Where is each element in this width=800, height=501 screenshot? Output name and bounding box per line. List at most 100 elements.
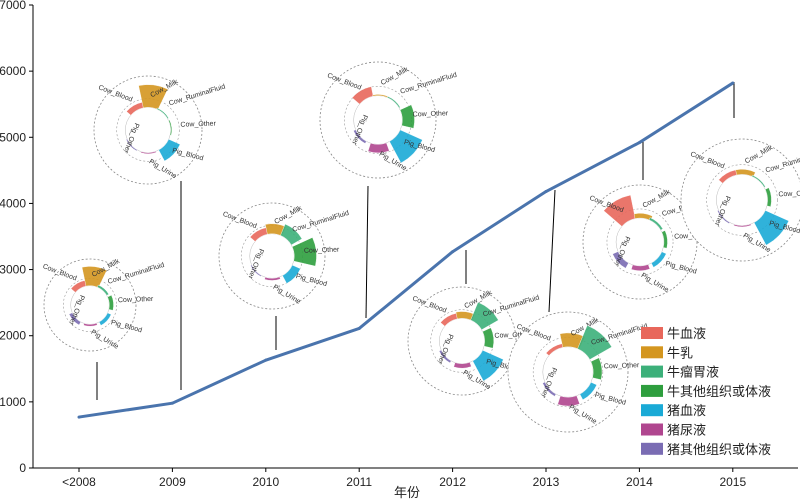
rose-sector <box>68 312 82 326</box>
rose-sector <box>765 187 772 207</box>
legend-swatch <box>641 423 663 436</box>
legend-label: 牛其他组织或体液 <box>667 385 771 400</box>
legend-label: 牛乳 <box>667 346 693 361</box>
y-tick-label: 6000 <box>0 64 26 78</box>
rose-sector <box>753 210 790 246</box>
rose-sector-label: Cow_Other <box>180 120 216 128</box>
rose-sector <box>264 276 281 281</box>
rose-sector-label: Cow_Other <box>413 110 449 118</box>
rose-sector <box>140 151 157 155</box>
rose-sector <box>250 264 262 277</box>
rose-sector <box>387 96 401 109</box>
rose-sector <box>472 349 504 382</box>
data-point <box>264 358 268 362</box>
legend-swatch <box>641 346 663 359</box>
rose-sector <box>98 312 112 326</box>
rose-sector <box>291 237 317 267</box>
rose-sector <box>353 129 367 144</box>
x-axis-ticks: <2008 2009 2010 2011 2012 2013 2014 2015 <box>62 468 746 489</box>
rose-sector <box>389 129 423 164</box>
rose-sector-label: Cow_Other <box>118 296 154 304</box>
y-tick-label: 5000 <box>0 130 26 144</box>
legend-swatch <box>641 404 663 417</box>
series-line <box>78 81 734 419</box>
x-tick-label: 2010 <box>252 475 279 489</box>
rose-sector <box>542 381 557 397</box>
leader-line <box>548 189 556 313</box>
inset-leader-lines <box>96 82 735 400</box>
rose-sector <box>631 264 651 271</box>
y-axis-ticks: 0 1000 2000 3000 4000 5000 6000 7000 <box>0 0 33 475</box>
legend-swatch <box>641 384 663 397</box>
y-tick-label: 1000 <box>0 395 26 409</box>
rose-sector-label: Cow_Other <box>674 232 710 240</box>
rose-sector <box>438 349 452 364</box>
rose-sector <box>168 119 172 136</box>
y-tick-label: 3000 <box>0 263 26 277</box>
rose-insets: Cow_Blood Cow_MilkCow_RuminalFluidCow_Oth… <box>42 61 800 433</box>
legend-label: 牛瘤胃液 <box>667 365 719 381</box>
legend-label: 猪血液 <box>667 404 706 419</box>
inset-mid-ring <box>606 208 674 276</box>
data-point <box>544 190 548 194</box>
rose-sector <box>351 86 374 105</box>
data-point <box>637 141 641 145</box>
rose-sector <box>81 266 108 288</box>
rose-sector <box>751 174 766 188</box>
rose-sector-label: Cow_Other <box>304 247 340 255</box>
rose-sector <box>590 357 603 380</box>
rose-sector <box>470 301 499 331</box>
legend-label: 猪其他组织或体液 <box>667 443 771 458</box>
y-tick-label: 7000 <box>0 0 26 12</box>
inset-outer-ring <box>93 75 203 185</box>
legend-swatch <box>641 327 663 339</box>
x-axis-title: 年份 <box>394 486 420 501</box>
inset-mid-ring <box>706 164 778 236</box>
rose-sector <box>557 395 580 407</box>
legend-label: 猪尿液 <box>667 424 706 439</box>
x-tick-label: 2011 <box>346 475 372 489</box>
rose-sector <box>138 84 169 110</box>
rose-sector <box>282 264 301 284</box>
inset-mid-ring <box>116 98 180 162</box>
rose-sector-label: Cow_Other <box>494 331 530 339</box>
rose-sector <box>579 382 598 401</box>
inset-outer-ring <box>43 258 137 352</box>
y-tick-label: 2000 <box>0 329 26 343</box>
data-point <box>77 415 81 419</box>
rose-sector-label: Cow_Other <box>778 190 800 198</box>
legend-swatch <box>641 442 663 455</box>
rose-sector <box>603 194 636 227</box>
rose-sector <box>399 104 415 129</box>
rose-sector <box>280 223 303 246</box>
data-point <box>357 326 361 330</box>
inset-mid-ring <box>532 336 604 408</box>
x-tick-label: 2015 <box>719 475 746 489</box>
rose-sector <box>107 294 114 311</box>
rose-sector <box>453 362 472 369</box>
rose-sector <box>577 325 613 360</box>
rose-sector <box>83 322 98 327</box>
rose-sector <box>651 251 667 268</box>
data-point <box>170 401 174 405</box>
x-tick-label: 2009 <box>159 475 186 489</box>
rose-sector <box>367 142 390 154</box>
x-tick-label: 2014 <box>626 475 653 489</box>
rose-sector <box>158 138 181 162</box>
rose-sector <box>717 209 731 224</box>
rose-sector <box>156 107 169 120</box>
leader-line <box>365 185 369 319</box>
x-tick-label: 2013 <box>533 475 560 489</box>
data-point <box>731 81 735 85</box>
rose-sector <box>97 284 110 296</box>
rose-sector-label: Cow_Other <box>604 362 640 370</box>
rose-sector <box>733 223 752 228</box>
legend-label: 牛血液 <box>667 327 706 342</box>
